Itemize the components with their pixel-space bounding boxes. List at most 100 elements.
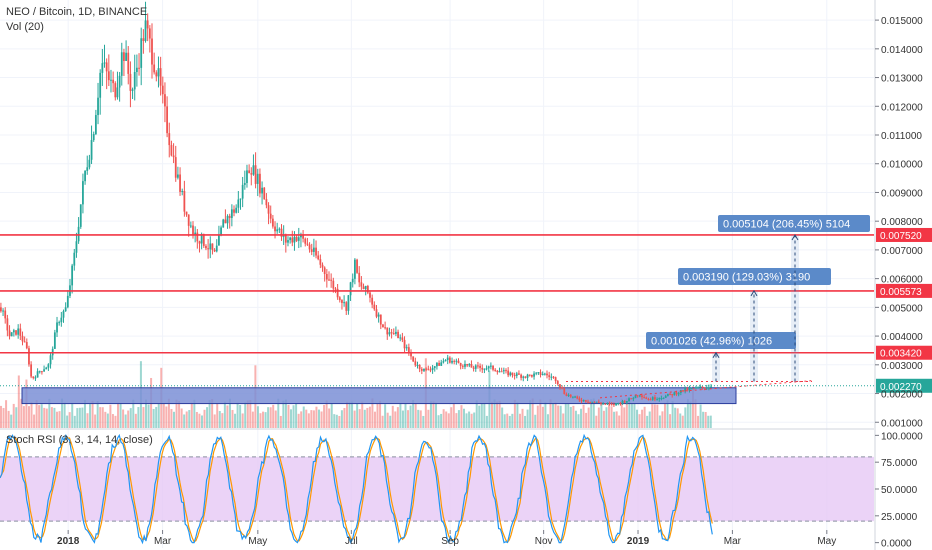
candle-body [161,85,164,95]
volume-bar [483,402,486,428]
candle-body [613,404,615,406]
candle-body [589,401,592,403]
volume-bar [358,409,361,428]
candle-body [416,364,419,366]
volume-bar [541,406,544,428]
candle-body [94,115,97,135]
volume-bar [496,401,499,428]
candle-body [366,285,369,293]
volume-bar [35,400,38,428]
volume-bar [457,410,460,428]
candle-body [47,364,50,368]
candle-body [496,370,499,373]
candle-body [144,20,147,41]
volume-bar [506,413,509,428]
candle-body [179,174,181,192]
volume-bar [440,413,443,428]
volume-bar [188,410,191,428]
candle-body [97,97,99,116]
candle-body [360,282,363,287]
candle-body [135,67,138,73]
candle-body [399,337,402,339]
candle-body [228,215,231,218]
candle-body [563,388,566,394]
volume-bar [702,411,705,428]
volume-bar [267,407,270,428]
volume-bar [10,414,13,428]
candle-body [82,181,84,205]
volume-bar [117,402,120,428]
volume-bar [142,407,145,428]
volume-bar [442,409,445,428]
candle-body [494,369,497,371]
candle-body [66,295,69,308]
candle-body [116,87,119,98]
volume-bar [468,411,471,428]
candle-body [690,388,693,390]
candle-body [433,366,436,368]
candle-body [148,28,151,39]
candle-body [429,369,432,371]
volume-bar [699,404,702,428]
candle-body [345,302,348,311]
volume-bar [335,414,338,428]
volume-bar [325,400,328,428]
volume-bar [262,411,265,428]
volume-bar [401,410,404,428]
volume-bar [605,407,608,428]
candle-body [500,371,503,373]
volume-bar [5,400,8,428]
measure-arrow-2 [791,233,799,241]
volume-bar [587,407,590,428]
volume-bar [27,406,30,428]
volume-bar [119,403,122,428]
candle-body [528,374,531,376]
volume-bar [386,412,389,428]
candle-body [561,387,564,389]
candle-body [675,392,678,395]
candle-body [692,388,695,390]
volume-bar [2,408,5,428]
candle-body [552,376,555,378]
candle-body [567,394,570,396]
volume-bar [455,413,458,428]
candle-body [550,376,553,378]
candle-body [174,157,177,178]
candle-body [425,368,428,370]
volume-bar [282,400,285,428]
candle-body [176,174,179,178]
candle-body [507,370,510,376]
volume-bar [465,413,468,428]
candle-body [181,190,184,192]
candle-body [12,330,15,333]
candle-body [343,302,346,304]
candle-body [610,403,613,405]
volume-bar [17,375,20,428]
volume-bar [345,401,348,428]
candle-body [423,368,425,371]
volume-bar [597,407,600,428]
candle-body [349,282,352,296]
candle-body [369,292,371,298]
candle-body [107,71,110,81]
candle-body [125,52,127,61]
volume-bar [71,402,74,428]
volume-bar [638,414,641,428]
volume-bar [567,403,570,428]
candle-body [41,371,43,373]
stoch-tick-label-2: 50.0000 [881,485,918,496]
volume-bar [450,407,453,428]
volume-bar [526,409,529,428]
volume-bar [272,404,275,428]
volume-bar [269,407,272,428]
measure-label-box-1 [678,268,831,285]
x-tick-label-4: Sep [441,536,459,547]
candle-body [362,286,365,290]
candle-body [123,52,125,61]
candle-body [379,314,382,325]
volume-bar [185,411,188,428]
volume-bar [534,414,537,428]
volume-bar [127,410,130,428]
candle-body [509,372,512,376]
